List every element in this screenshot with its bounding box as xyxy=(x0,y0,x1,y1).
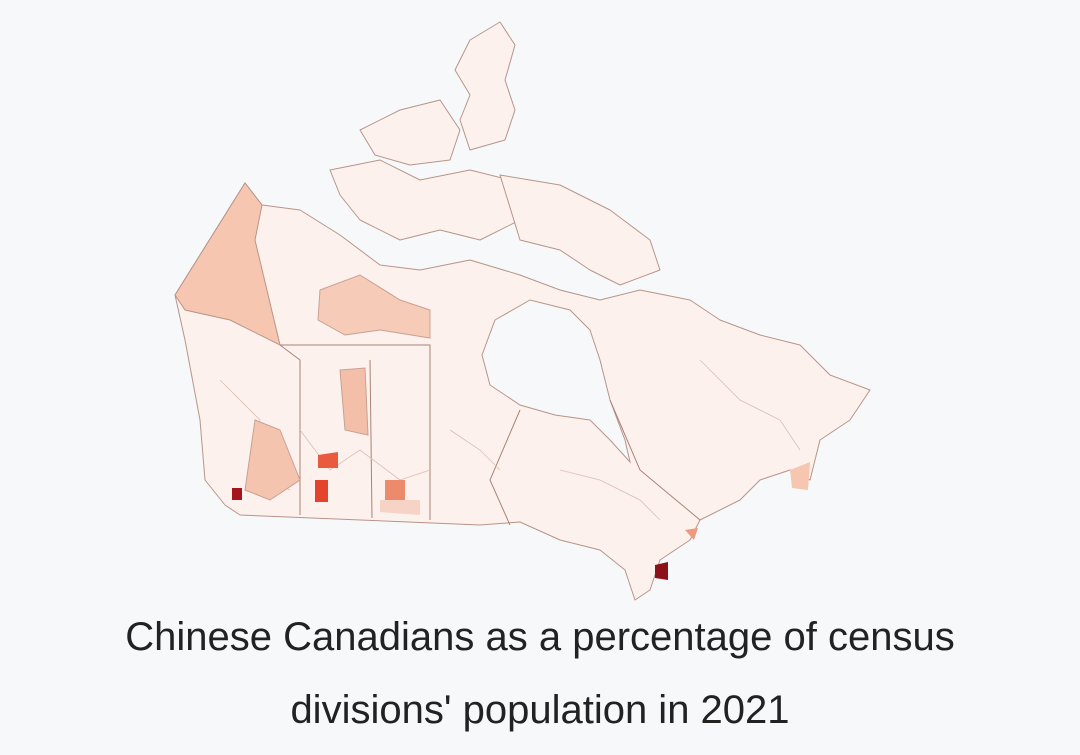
hudson-bay xyxy=(481,299,631,464)
caption-line: Chinese Canadians as a percentage of cen… xyxy=(125,615,955,659)
highlights xyxy=(232,274,810,580)
arctic-islands xyxy=(329,21,661,286)
yukon xyxy=(174,182,281,346)
map xyxy=(174,21,871,601)
caption-line: divisions' population in 2021 xyxy=(290,688,790,732)
